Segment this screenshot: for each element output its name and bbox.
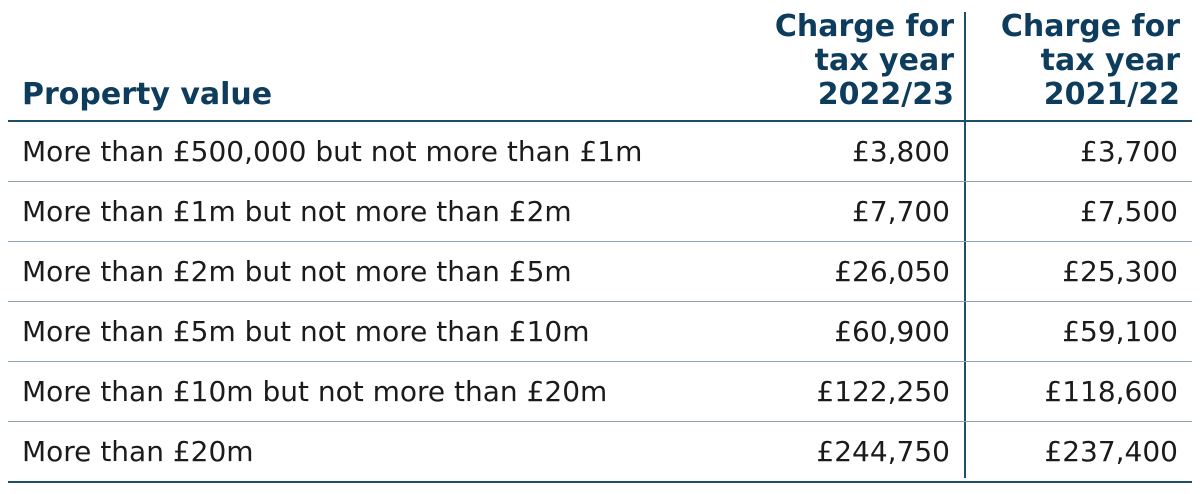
header-charge-2021-22: Charge for tax year 2021/22 [960, 10, 1180, 112]
header-charge-2022-23-line-1: Charge for [774, 9, 954, 44]
table-row: More than £500,000 but not more than £1m… [8, 122, 1192, 182]
cell-property: More than £10m but not more than £20m [22, 375, 608, 408]
header-charge-2022-23-line-2: tax year [814, 43, 954, 78]
header-charge-2022-23: Charge for tax year 2022/23 [714, 10, 954, 112]
header-charge-2021-22-line-3: 2021/22 [1043, 77, 1180, 112]
cell-charge-2021-22: £7,500 [1080, 195, 1178, 228]
cell-property: More than £2m but not more than £5m [22, 255, 572, 288]
cell-property: More than £5m but not more than £10m [22, 315, 590, 348]
cell-charge-2022-23: £26,050 [834, 255, 950, 288]
cell-charge-2022-23: £7,700 [852, 195, 950, 228]
table-row: More than £5m but not more than £10m £60… [8, 302, 1192, 362]
table-row: More than £1m but not more than £2m £7,7… [8, 182, 1192, 242]
table-row: More than £20m £244,750 £237,400 [8, 422, 1192, 483]
cell-charge-2022-23: £3,800 [852, 135, 950, 168]
cell-charge-2021-22: £237,400 [1044, 435, 1178, 468]
cell-property: More than £500,000 but not more than £1m [22, 135, 643, 168]
header-charge-2022-23-line-3: 2022/23 [817, 77, 954, 112]
cell-property: More than £1m but not more than £2m [22, 195, 572, 228]
column-divider [964, 12, 966, 478]
cell-charge-2022-23: £60,900 [834, 315, 950, 348]
cell-charge-2021-22: £118,600 [1044, 375, 1178, 408]
header-charge-2021-22-line-1: Charge for [1000, 9, 1180, 44]
table-header-row: Property value Charge for tax year 2022/… [8, 0, 1192, 122]
header-charge-2021-22-line-2: tax year [1040, 43, 1180, 78]
charges-table: Property value Charge for tax year 2022/… [8, 0, 1192, 490]
table-row: More than £2m but not more than £5m £26,… [8, 242, 1192, 302]
cell-charge-2021-22: £25,300 [1062, 255, 1178, 288]
cell-charge-2022-23: £122,250 [816, 375, 950, 408]
cell-charge-2022-23: £244,750 [816, 435, 950, 468]
table-body: More than £500,000 but not more than £1m… [8, 122, 1192, 483]
table-row: More than £10m but not more than £20m £1… [8, 362, 1192, 422]
cell-charge-2021-22: £59,100 [1062, 315, 1178, 348]
cell-charge-2021-22: £3,700 [1080, 135, 1178, 168]
cell-property: More than £20m [22, 435, 254, 468]
header-property-value: Property value [22, 77, 273, 112]
